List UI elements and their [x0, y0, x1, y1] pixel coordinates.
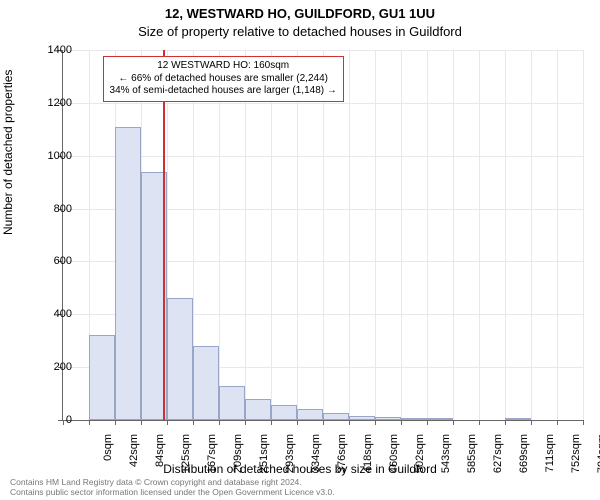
histogram-bar — [115, 127, 141, 420]
histogram-bar — [323, 413, 349, 420]
histogram-bar — [505, 418, 531, 420]
gridline-v — [219, 50, 220, 420]
xtick-label: 418sqm — [362, 434, 374, 484]
x-axis-label: Distribution of detached houses by size … — [0, 462, 600, 476]
annotation-line2: ← 66% of detached houses are smaller (2,… — [110, 73, 337, 86]
xtick-label: 0sqm — [102, 434, 114, 484]
xtick-label: 167sqm — [206, 434, 218, 484]
xtick-label: 794sqm — [596, 434, 600, 484]
annotation-line3: 34% of semi-detached houses are larger (… — [110, 85, 337, 98]
xtick-mark — [505, 420, 506, 425]
xtick-mark — [297, 420, 298, 425]
histogram-bar — [245, 399, 271, 420]
ytick-label: 200 — [27, 361, 72, 373]
histogram-bar — [349, 416, 375, 420]
xtick-mark — [193, 420, 194, 425]
chart-title-line2: Size of property relative to detached ho… — [0, 24, 600, 39]
xtick-mark — [271, 420, 272, 425]
xtick-mark — [219, 420, 220, 425]
xtick-label: 585sqm — [466, 434, 478, 484]
xtick-mark — [167, 420, 168, 425]
histogram-bar — [193, 346, 219, 420]
xtick-mark — [583, 420, 584, 425]
xtick-label: 42sqm — [128, 434, 140, 484]
plot-area: 12 WESTWARD HO: 160sqm ← 66% of detached… — [62, 50, 583, 421]
xtick-mark — [427, 420, 428, 425]
xtick-label: 209sqm — [232, 434, 244, 484]
chart-title-line1: 12, WESTWARD HO, GUILDFORD, GU1 1UU — [0, 6, 600, 21]
ytick-label: 0 — [27, 414, 72, 426]
xtick-label: 84sqm — [154, 434, 166, 484]
ytick-label: 1000 — [27, 150, 72, 162]
xtick-mark — [89, 420, 90, 425]
xtick-mark — [453, 420, 454, 425]
xtick-label: 460sqm — [388, 434, 400, 484]
xtick-label: 669sqm — [518, 434, 530, 484]
gridline-v — [505, 50, 506, 420]
xtick-mark — [375, 420, 376, 425]
gridline-v — [297, 50, 298, 420]
xtick-label: 334sqm — [310, 434, 322, 484]
xtick-label: 752sqm — [570, 434, 582, 484]
xtick-mark — [479, 420, 480, 425]
gridline-v — [323, 50, 324, 420]
gridline-v — [245, 50, 246, 420]
gridline-v — [349, 50, 350, 420]
xtick-mark — [531, 420, 532, 425]
xtick-mark — [401, 420, 402, 425]
xtick-label: 125sqm — [180, 434, 192, 484]
histogram-bar — [297, 409, 323, 420]
y-axis-label: Number of detached properties — [1, 70, 15, 235]
annotation-box: 12 WESTWARD HO: 160sqm ← 66% of detached… — [103, 56, 344, 102]
annotation-line1: 12 WESTWARD HO: 160sqm — [110, 60, 337, 73]
xtick-mark — [349, 420, 350, 425]
histogram-bar — [375, 417, 401, 420]
histogram-bar — [427, 418, 453, 420]
xtick-label: 293sqm — [284, 434, 296, 484]
xtick-mark — [323, 420, 324, 425]
xtick-mark — [141, 420, 142, 425]
ytick-label: 600 — [27, 255, 72, 267]
xtick-label: 543sqm — [440, 434, 452, 484]
gridline-v — [479, 50, 480, 420]
gridline-v — [531, 50, 532, 420]
xtick-mark — [557, 420, 558, 425]
histogram-bar — [271, 405, 297, 420]
ytick-label: 1400 — [27, 44, 72, 56]
xtick-label: 711sqm — [544, 434, 556, 484]
ytick-label: 400 — [27, 308, 72, 320]
ytick-label: 1200 — [27, 97, 72, 109]
gridline-v — [557, 50, 558, 420]
gridline-v — [583, 50, 584, 420]
ytick-label: 800 — [27, 203, 72, 215]
gridline-v — [375, 50, 376, 420]
histogram-bar — [401, 418, 427, 420]
gridline-v — [271, 50, 272, 420]
xtick-label: 376sqm — [336, 434, 348, 484]
histogram-bar — [89, 335, 115, 420]
xtick-mark — [115, 420, 116, 425]
xtick-label: 627sqm — [492, 434, 504, 484]
xtick-mark — [245, 420, 246, 425]
xtick-label: 251sqm — [258, 434, 270, 484]
marker-line — [163, 50, 165, 420]
gridline-v — [453, 50, 454, 420]
histogram-bar — [219, 386, 245, 420]
gridline-v — [401, 50, 402, 420]
histogram-bar — [167, 298, 193, 420]
gridline-v — [427, 50, 428, 420]
footer-line2: Contains public sector information licen… — [10, 488, 335, 498]
xtick-label: 502sqm — [414, 434, 426, 484]
